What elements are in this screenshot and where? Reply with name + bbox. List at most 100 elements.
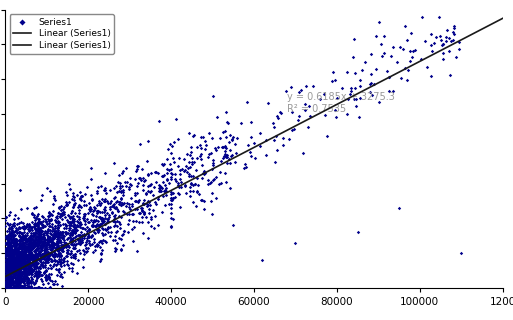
Point	[120, 210, 128, 215]
Point	[244, 142, 252, 147]
Point	[10, 233, 18, 238]
Point	[427, 43, 435, 48]
Point	[14, 244, 22, 250]
Point	[114, 201, 123, 206]
Point	[27, 281, 35, 286]
Point	[208, 212, 216, 217]
Point	[4, 267, 12, 272]
Point	[53, 261, 61, 266]
Point	[88, 198, 96, 203]
Point	[41, 248, 49, 253]
Point	[142, 190, 150, 196]
Point	[13, 251, 22, 256]
Point	[31, 243, 39, 248]
Point	[3, 259, 11, 264]
Point	[152, 169, 161, 174]
Point	[186, 164, 194, 169]
Point	[8, 232, 16, 237]
Point	[27, 270, 35, 276]
Point	[10, 275, 18, 280]
Point	[174, 191, 183, 196]
Point	[167, 216, 175, 221]
Point	[15, 285, 24, 291]
Point	[69, 253, 77, 258]
Point	[9, 252, 17, 258]
Point	[9, 285, 17, 291]
Point	[19, 266, 28, 271]
Point	[187, 173, 195, 178]
Point	[3, 285, 11, 291]
Point	[35, 256, 43, 261]
Point	[27, 245, 35, 250]
Point	[7, 263, 15, 268]
Point	[19, 279, 27, 284]
Point	[2, 285, 10, 291]
Point	[19, 242, 27, 247]
Point	[7, 285, 15, 291]
Point	[42, 252, 50, 257]
Point	[5, 268, 13, 274]
Point	[56, 230, 64, 235]
Point	[1, 281, 9, 286]
Point	[11, 262, 19, 268]
Point	[122, 183, 130, 188]
Point	[54, 248, 63, 253]
Point	[41, 254, 49, 260]
Point	[279, 143, 287, 148]
Point	[85, 227, 93, 232]
Point	[111, 245, 119, 250]
Point	[74, 219, 82, 224]
Point	[7, 273, 15, 278]
Point	[201, 171, 209, 176]
Point	[9, 250, 17, 255]
Point	[10, 273, 18, 278]
Point	[45, 211, 53, 216]
Point	[21, 264, 29, 269]
Point	[450, 24, 458, 29]
Point	[60, 210, 68, 215]
Point	[18, 285, 27, 291]
Point	[9, 223, 17, 228]
Point	[2, 261, 10, 266]
Point	[33, 274, 42, 279]
Point	[76, 241, 84, 246]
Point	[2, 251, 10, 256]
Point	[45, 242, 53, 247]
Point	[20, 266, 28, 271]
Point	[437, 37, 445, 43]
Point	[10, 260, 18, 266]
Point	[12, 257, 21, 262]
Point	[14, 285, 23, 291]
Point	[8, 271, 16, 276]
Point	[10, 282, 18, 287]
Point	[19, 243, 27, 248]
Point	[224, 121, 232, 126]
Point	[173, 137, 182, 142]
Point	[32, 241, 41, 246]
Point	[107, 198, 115, 203]
Point	[27, 256, 35, 261]
Point	[5, 273, 13, 278]
Point	[50, 250, 58, 255]
Point	[23, 261, 31, 267]
Point	[35, 228, 43, 233]
Point	[155, 186, 164, 191]
Point	[49, 208, 57, 213]
Point	[38, 224, 47, 229]
Point	[12, 246, 21, 251]
Point	[52, 233, 61, 238]
Point	[30, 232, 38, 237]
Point	[124, 229, 132, 234]
Point	[192, 156, 201, 161]
Point	[25, 247, 33, 252]
Point	[30, 261, 38, 266]
Point	[26, 266, 34, 271]
Point	[223, 119, 231, 124]
Point	[20, 241, 28, 246]
Point	[9, 280, 17, 285]
Point	[17, 263, 26, 268]
Point	[5, 285, 13, 291]
Point	[2, 273, 10, 278]
Point	[55, 204, 64, 209]
Point	[4, 261, 12, 266]
